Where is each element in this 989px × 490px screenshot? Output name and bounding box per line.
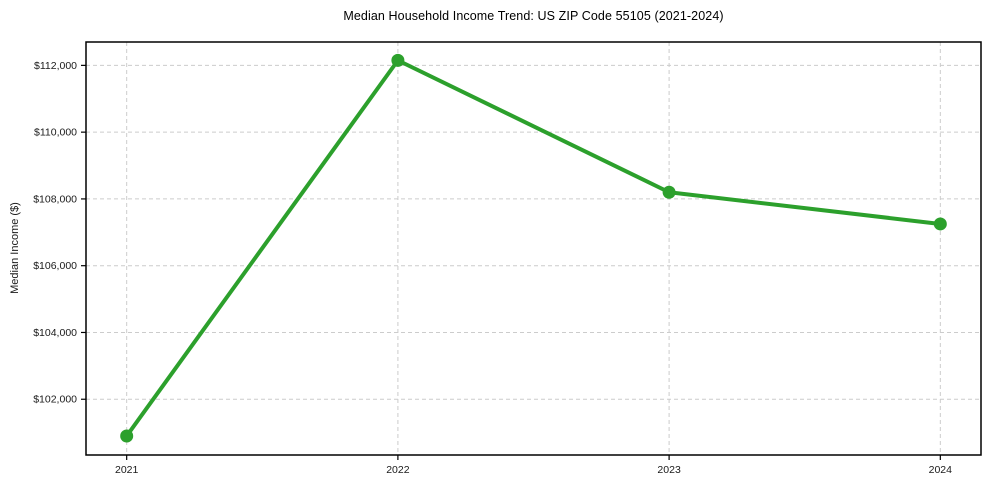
trend-line [124, 58, 943, 438]
y-tick-label: $104,000 [33, 327, 77, 339]
x-tick-label: 2022 [386, 464, 410, 476]
y-tick-label: $106,000 [33, 260, 77, 272]
chart-title: Median Household Income Trend: US ZIP Co… [343, 9, 724, 23]
data-point [391, 53, 405, 67]
x-tick-label: 2023 [657, 464, 681, 476]
data-point [662, 185, 676, 199]
plot-border [85, 41, 982, 456]
x-tick-label: 2021 [115, 464, 139, 476]
x-tick-label: 2024 [929, 464, 953, 476]
data-point [933, 217, 947, 231]
data-point [120, 429, 134, 443]
y-tick-label: $112,000 [34, 60, 77, 72]
y-tick-label: $108,000 [33, 193, 77, 205]
y-tick-label: $110,000 [34, 127, 77, 139]
y-tick-label: $102,000 [33, 394, 77, 406]
